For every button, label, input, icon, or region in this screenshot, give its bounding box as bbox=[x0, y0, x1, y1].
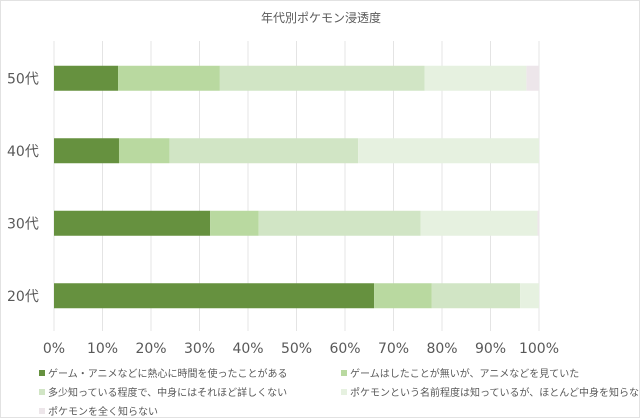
legend-item: ゲームはしたことが無いが、アニメなどを見ていた bbox=[341, 365, 579, 380]
legend-swatch bbox=[39, 388, 45, 395]
legend-label: ポケモンを全く知らない bbox=[48, 407, 158, 418]
bar-segment bbox=[520, 283, 539, 309]
y-category-label: 20代 bbox=[7, 289, 39, 305]
x-tick-label: 70% bbox=[378, 341, 409, 357]
bar-segment bbox=[358, 138, 539, 164]
x-tick-label: 40% bbox=[232, 341, 263, 357]
bar-segment bbox=[210, 210, 259, 236]
legend-item: 多少知っている程度で、中身にはそれほど詳しくない bbox=[39, 384, 287, 399]
bar-segment bbox=[526, 65, 539, 91]
legend-item: ゲーム・アニメなどに熱心に時間を使ったことがある bbox=[39, 365, 288, 380]
legend-swatch bbox=[341, 369, 347, 376]
y-category-label: 30代 bbox=[7, 216, 39, 232]
legend-item: ポケモンを全く知らない bbox=[39, 403, 158, 418]
bar-segment bbox=[431, 283, 521, 309]
bar-segment bbox=[118, 65, 220, 91]
legend-swatch bbox=[39, 369, 45, 376]
legend-label: 多少知っている程度で、中身にはそれほど詳しくない bbox=[48, 388, 288, 399]
x-tick-label: 30% bbox=[184, 341, 215, 357]
bar-segment bbox=[54, 283, 375, 309]
bar-segment bbox=[54, 138, 119, 164]
bar-segment bbox=[374, 283, 432, 309]
x-tick-label: 100% bbox=[519, 341, 559, 357]
chart-title: 年代別ポケモン浸透度 bbox=[260, 11, 381, 25]
legend-label: ポケモンという名前程度は知っているが、ほとんど中身を知らない bbox=[350, 388, 640, 399]
bar-segment bbox=[118, 138, 170, 164]
y-category-label: 50代 bbox=[7, 71, 39, 87]
bar-segment bbox=[54, 210, 211, 236]
bar-segment bbox=[424, 65, 527, 91]
bar-segment bbox=[420, 210, 538, 236]
x-tick-label: 60% bbox=[329, 341, 360, 357]
x-tick-label: 50% bbox=[281, 341, 312, 357]
legend-swatch bbox=[341, 388, 347, 395]
bar-segment bbox=[537, 210, 539, 236]
bar-segment bbox=[219, 65, 425, 91]
legend-item: ポケモンという名前程度は知っているが、ほとんど中身を知らない bbox=[341, 384, 640, 399]
bar-segment bbox=[169, 138, 359, 164]
y-category-label: 40代 bbox=[7, 144, 39, 160]
legend-label: ゲーム・アニメなどに熱心に時間を使ったことがある bbox=[48, 369, 288, 380]
x-tick-label: 20% bbox=[135, 341, 166, 357]
bar-segment bbox=[258, 210, 421, 236]
x-tick-label: 0% bbox=[43, 341, 65, 357]
x-tick-label: 90% bbox=[475, 341, 506, 357]
x-tick-label: 10% bbox=[87, 341, 118, 357]
legend-swatch bbox=[39, 407, 45, 414]
bar-segment bbox=[54, 65, 119, 91]
x-tick-label: 80% bbox=[426, 341, 457, 357]
legend-label: ゲームはしたことが無いが、アニメなどを見ていた bbox=[350, 369, 580, 380]
